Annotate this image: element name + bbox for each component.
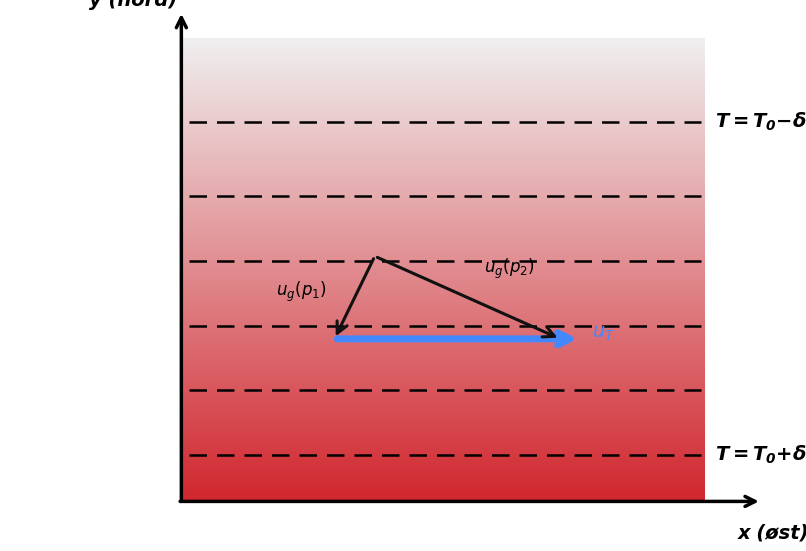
Text: $\mathbf{\mathit{u}}_{\mathit{T}}$: $\mathbf{\mathit{u}}_{\mathit{T}}$	[592, 324, 616, 343]
Text: $\mathbf{\mathit{u}}_{\mathit{g}}(\mathit{p}_1)$: $\mathbf{\mathit{u}}_{\mathit{g}}(\mathi…	[276, 280, 326, 304]
Text: x (øst): x (øst)	[738, 523, 806, 542]
Text: $\bfit{T=T_0{+}\delta T}$: $\bfit{T=T_0{+}\delta T}$	[715, 444, 806, 466]
Text: $\bfit{T=T_0{-}\delta T}$: $\bfit{T=T_0{-}\delta T}$	[715, 111, 806, 133]
Text: $\mathbf{\mathit{u}}_{\mathit{g}}(\mathit{p}_2)$: $\mathbf{\mathit{u}}_{\mathit{g}}(\mathi…	[484, 257, 534, 281]
Text: y (nord): y (nord)	[89, 0, 177, 9]
